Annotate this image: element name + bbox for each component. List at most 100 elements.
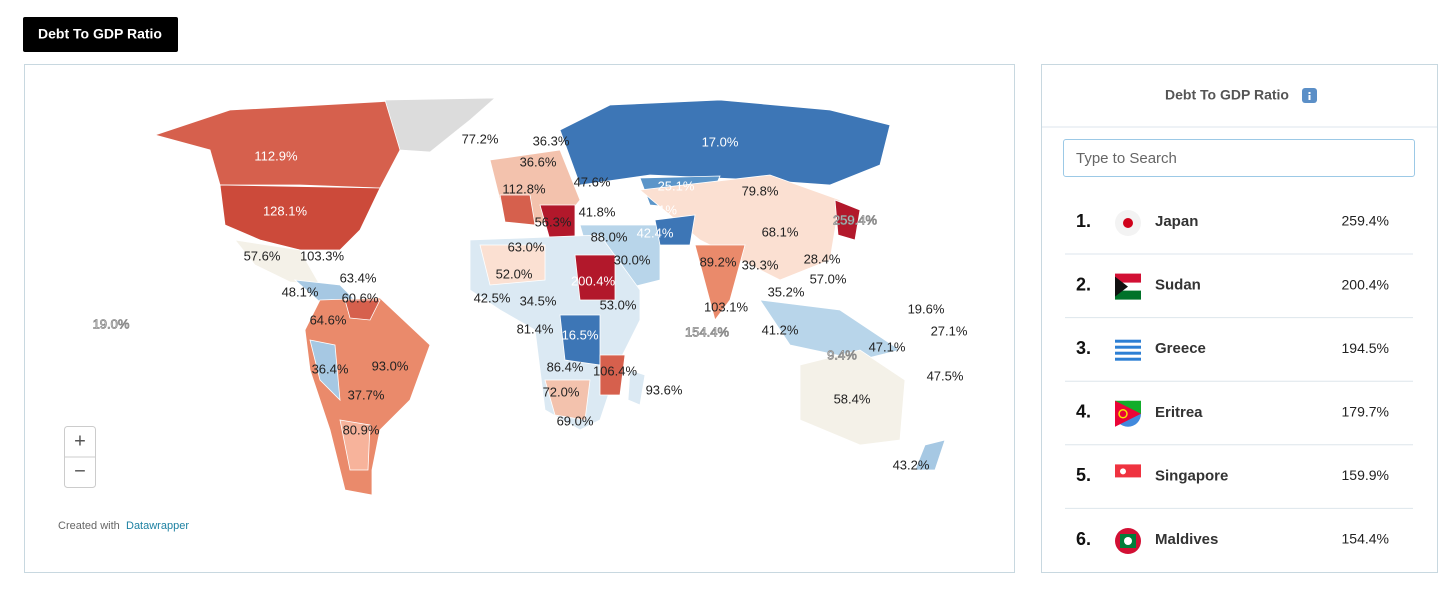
country-name[interactable]: Greece: [1155, 340, 1206, 357]
map-label: 57.0%: [810, 271, 847, 286]
map-label: 19.0%: [93, 316, 130, 331]
map-label: 112.8%: [502, 181, 546, 196]
map-label: 39.3%: [742, 257, 779, 272]
country-name[interactable]: Singapore: [1155, 467, 1228, 484]
country-value: 259.4%: [1342, 213, 1389, 229]
map-label: 36.4%: [312, 361, 349, 376]
map-label: 41.2%: [762, 322, 799, 337]
tab[interactable]: [23, 17, 178, 52]
map-label: 19.6%: [908, 301, 945, 316]
map-label: 9.4%: [827, 347, 857, 362]
flag-stripe: [1115, 339, 1141, 343]
country-value: 194.5%: [1342, 340, 1389, 356]
flag-moon: [1120, 468, 1126, 475]
rank: 2.: [1076, 274, 1091, 294]
map-shapes: [153, 97, 946, 496]
map-label: 35.2%: [768, 284, 805, 299]
flag-icon: [1115, 210, 1141, 236]
flag-icon: [1115, 464, 1141, 491]
flag-stripe: [1115, 357, 1141, 361]
map-label: 16.5%: [562, 327, 599, 342]
map-label: 47.6%: [574, 174, 611, 189]
map-label: 42.5%: [474, 290, 511, 305]
flag-tri: [1115, 276, 1128, 297]
flag-icon: [1115, 337, 1141, 364]
flag-icon: [1115, 400, 1141, 427]
flag-dot: [1123, 218, 1133, 228]
map-label: 112.9%: [254, 148, 298, 163]
credit: Created with: [58, 520, 120, 532]
map-label: 11.1%: [641, 202, 677, 217]
map-label: 63.0%: [508, 239, 545, 254]
flag-stripe: [1115, 273, 1141, 283]
rank: 3.: [1076, 338, 1091, 358]
map-label: 36.3%: [533, 133, 570, 148]
map-label: 103.3%: [300, 248, 345, 263]
map-label: 93.0%: [372, 358, 409, 373]
map-label: 41.8%: [579, 204, 616, 219]
rank: 6.: [1076, 529, 1091, 549]
country-value: 159.9%: [1342, 467, 1389, 483]
map-label: 27.1%: [931, 323, 968, 338]
map-label: 43.2%: [893, 457, 930, 472]
map-label: 63.4%: [340, 270, 377, 285]
flag-tri: [1115, 400, 1141, 427]
map-label: 34.5%: [520, 293, 557, 308]
credit-link[interactable]: Datawrapper: [126, 520, 189, 532]
info-icon-bar: [1308, 95, 1311, 100]
map-label: 47.5%: [927, 368, 964, 383]
map-label: 57.6%: [244, 248, 281, 263]
flag-emblem: [1118, 409, 1128, 419]
map-label: 106.4%: [593, 363, 638, 378]
flag-stripe: [1115, 345, 1141, 349]
rank: 1.: [1076, 211, 1091, 231]
country-value: 154.4%: [1342, 531, 1389, 547]
map-label: 259.4%: [833, 212, 878, 227]
zoom-out[interactable]: −: [74, 460, 86, 482]
map-label: 77.2%: [462, 131, 499, 146]
flag-stripe: [1115, 464, 1141, 478]
map-label: 36.6%: [520, 154, 557, 169]
country-value: 200.4%: [1342, 276, 1389, 292]
map-label: 68.1%: [762, 224, 799, 239]
country-name[interactable]: Sudan: [1155, 277, 1201, 294]
country-name[interactable]: Japan: [1155, 213, 1198, 230]
map-label: 58.4%: [834, 391, 871, 406]
map-label: 47.1%: [869, 339, 906, 354]
map-label: 93.6%: [646, 382, 683, 397]
map-labels: 112.9% 128.1% 77.2% 36.3% 17.0% 36.6% 47.6% 25.…: [92, 131, 968, 472]
map-label: 37.7%: [348, 387, 385, 402]
flag-icon: [1115, 273, 1141, 300]
flag: [1115, 337, 1141, 364]
map-label: 200.4%: [571, 273, 616, 288]
map-label: 80.9%: [343, 422, 380, 437]
map-label: 17.0%: [702, 134, 739, 149]
map-label: 25.1%: [658, 178, 695, 193]
map-label: 30.0%: [614, 252, 651, 267]
flag-moon: [1124, 537, 1132, 545]
search-input[interactable]: [1063, 139, 1415, 177]
map-label: 72.0%: [543, 384, 580, 399]
zoom-in[interactable]: +: [74, 430, 86, 452]
map-label: 28.4%: [804, 251, 841, 266]
flag-stripe: [1115, 351, 1141, 355]
map-label: 88.0%: [591, 229, 628, 244]
map-label: 48.1%: [282, 284, 319, 299]
map-label: 128.1%: [263, 203, 308, 218]
map-label: 56.3%: [535, 214, 572, 229]
map-label: 103.1%: [704, 299, 749, 314]
map-label: 154.4%: [685, 324, 730, 339]
map-label: 53.0%: [600, 297, 637, 312]
country-name[interactable]: Eritrea: [1155, 404, 1203, 421]
ranking-list: 1. Japan 259.4% 2. Sudan 200.4% 3. Greece 194.5%…: [1065, 210, 1413, 554]
map-label: 52.0%: [496, 266, 533, 281]
map-label: 42.4%: [637, 225, 674, 240]
country-name[interactable]: Maldives: [1155, 531, 1218, 548]
tab-label[interactable]: Debt To GDP Ratio: [38, 26, 162, 42]
rank: 5.: [1076, 465, 1091, 485]
panel-title: Debt To GDP Ratio: [1165, 87, 1289, 103]
rank: 4.: [1076, 402, 1091, 422]
country-value: 179.7%: [1342, 404, 1389, 420]
